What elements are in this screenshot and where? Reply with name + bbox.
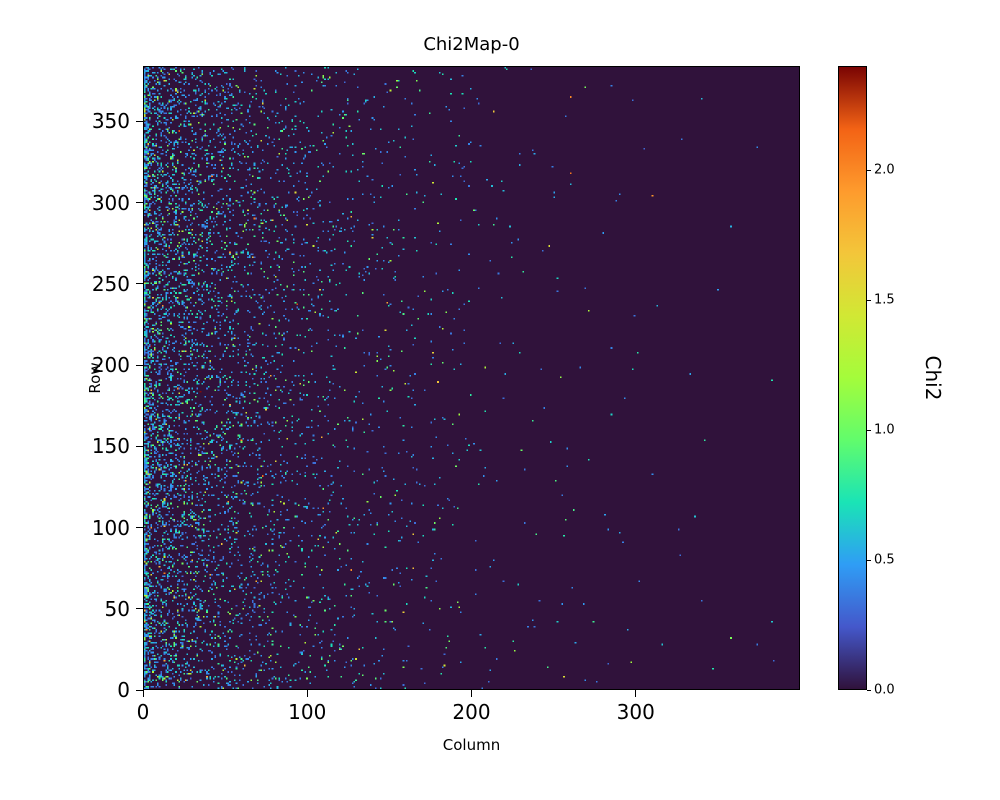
colorbar-tick-label: 0.5 xyxy=(874,552,895,568)
x-axis-label: Column xyxy=(442,736,501,754)
x-tick-mark xyxy=(306,690,308,697)
y-tick-mark xyxy=(136,527,143,528)
colorbar-tick-mark xyxy=(867,559,871,561)
x-tick-label: 100 xyxy=(288,700,327,724)
x-tick-mark xyxy=(635,690,637,697)
chart-title: Chi2Map-0 xyxy=(423,34,520,55)
heatmap-plot-area[interactable] xyxy=(143,66,800,690)
colorbar-tick-mark xyxy=(867,429,871,431)
colorbar-label: Chi2 xyxy=(921,355,945,401)
y-tick-mark xyxy=(136,445,143,447)
y-tick-label: 250 xyxy=(91,271,130,296)
y-tick-label: 0 xyxy=(117,678,130,702)
colorbar-tick-mark xyxy=(867,169,871,171)
y-tick-mark xyxy=(136,202,143,203)
colorbar xyxy=(838,66,867,690)
y-tick-label: 150 xyxy=(91,434,130,459)
colorbar-tick-mark xyxy=(867,689,871,691)
heatmap-canvas[interactable] xyxy=(144,67,799,689)
y-tick-mark xyxy=(136,689,143,691)
colorbar-tick-label: 1.5 xyxy=(874,292,895,308)
y-tick-label: 50 xyxy=(104,596,130,621)
x-tick-label: 200 xyxy=(452,700,491,724)
x-tick-label: 0 xyxy=(136,700,150,724)
y-tick-label: 350 xyxy=(91,109,130,134)
x-tick-mark xyxy=(471,690,472,697)
colorbar-tick-label: 0.0 xyxy=(874,682,895,698)
y-tick-label: 100 xyxy=(91,515,130,540)
colorbar-tick-label: 1.0 xyxy=(874,422,895,438)
y-tick-label: 300 xyxy=(91,190,130,215)
x-tick-label: 300 xyxy=(616,700,655,724)
y-tick-mark xyxy=(136,120,143,122)
y-tick-label: 200 xyxy=(91,353,130,377)
x-tick-mark xyxy=(142,690,144,697)
y-tick-mark xyxy=(136,608,143,610)
y-tick-mark xyxy=(136,364,143,366)
y-tick-mark xyxy=(136,283,143,285)
colorbar-tick-mark xyxy=(867,299,871,301)
colorbar-tick-label: 2.0 xyxy=(874,162,895,178)
